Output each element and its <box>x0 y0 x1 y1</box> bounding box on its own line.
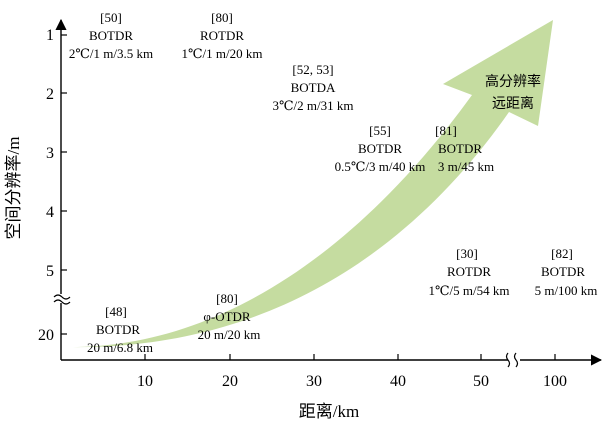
y-axis-title: 空间分辨率/m <box>4 137 23 240</box>
x-tick-label: 20 <box>222 373 238 390</box>
y-tick-label: 5 <box>46 263 54 280</box>
x-axis-break-mark <box>505 352 519 368</box>
y-tick-label: 3 <box>46 145 54 162</box>
annotation-method: ROTDR <box>447 264 491 279</box>
annotation-spec: 5 m/100 km <box>535 283 598 298</box>
annotation-spec: 3℃/2 m/31 km <box>273 98 354 113</box>
x-tick-label: 50 <box>473 373 489 390</box>
annotation-80-rotdr: [80] ROTDR 1℃/1 m/20 km <box>182 10 263 61</box>
annotation-method: BOTDR <box>541 264 585 279</box>
x-tick-labels: 10 20 30 40 50 100 <box>137 373 567 390</box>
annotation-52-53: [52, 53] BOTDA 3℃/2 m/31 km <box>273 62 354 113</box>
annotation-method: BOTDA <box>291 80 336 95</box>
y-tick-label: 20 <box>38 327 54 344</box>
annotation-ref: [80] <box>211 10 233 25</box>
annotation-method: BOTDR <box>89 28 133 43</box>
annotation-method: φ-OTDR <box>203 309 251 324</box>
annotation-ref: [52, 53] <box>292 62 333 77</box>
annotation-spec: 1℃/5 m/54 km <box>429 283 510 298</box>
annotation-method: BOTDR <box>96 322 140 337</box>
annotation-ref: [81] <box>435 123 457 138</box>
annotation-82: [82] BOTDR 5 m/100 km <box>535 246 598 298</box>
annotation-50: [50] BOTDR 2℃/1 m/3.5 km <box>69 10 153 61</box>
annotation-spec: 0.5℃/3 m/40 km <box>335 159 426 174</box>
annotation-method: BOTDR <box>358 141 402 156</box>
y-axis-break-gap <box>55 294 67 303</box>
annotation-ref: [82] <box>551 246 573 261</box>
arrow-label-line-2: 远距离 <box>492 95 534 112</box>
annotation-81: [81] BOTDR 3 m/45 km <box>435 123 494 174</box>
x-tick-label: 30 <box>306 373 322 390</box>
axes <box>53 18 603 368</box>
annotation-ref: [48] <box>105 304 127 319</box>
x-tick-label: 10 <box>137 373 153 390</box>
y-tick-label: 1 <box>46 27 54 44</box>
y-tick-label: 4 <box>46 204 54 221</box>
annotation-30: [30] ROTDR 1℃/5 m/54 km <box>429 246 510 298</box>
annotation-spec: 1℃/1 m/20 km <box>182 46 263 61</box>
annotation-ref: [80] <box>216 291 238 306</box>
annotation-ref: [50] <box>100 10 122 25</box>
annotation-48: [48] BOTDR 20 m/6.8 km <box>87 304 153 355</box>
x-tick-label: 40 <box>390 373 406 390</box>
y-tick-labels: 1 2 3 4 5 20 <box>38 27 54 344</box>
annotation-55: [55] BOTDR 0.5℃/3 m/40 km <box>335 123 426 174</box>
annotation-spec: 20 m/6.8 km <box>87 340 153 355</box>
annotation-ref: [30] <box>456 246 478 261</box>
annotation-method: ROTDR <box>200 28 244 43</box>
trend-arrow <box>68 20 553 348</box>
annotation-spec: 20 m/20 km <box>198 327 261 342</box>
annotation-method: BOTDR <box>438 141 482 156</box>
annotation-spec: 3 m/45 km <box>438 159 494 174</box>
y-tick-label: 2 <box>46 86 54 103</box>
annotation-80-phi-otdr: [80] φ-OTDR 20 m/20 km <box>198 291 261 342</box>
x-tick-label: 100 <box>543 373 567 390</box>
arrow-label-line-1: 高分辨率 <box>485 73 541 90</box>
annotation-ref: [55] <box>369 123 391 138</box>
y-axis-break-mark <box>53 294 71 305</box>
annotation-spec: 2℃/1 m/3.5 km <box>69 46 153 61</box>
x-axis-title: 距离/km <box>299 402 359 421</box>
